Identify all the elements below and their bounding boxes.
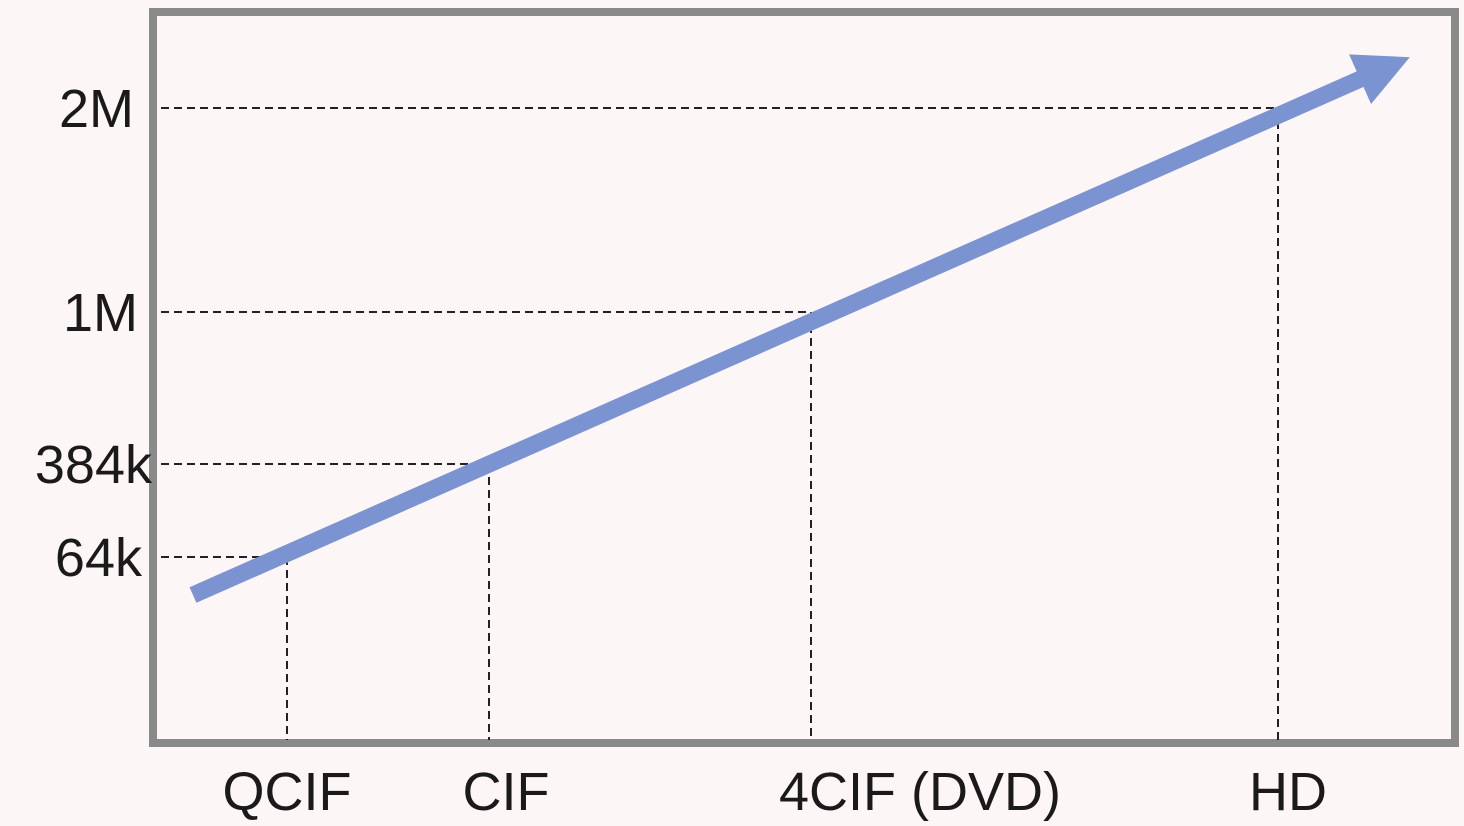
x-tick-label: 4CIF (DVD): [779, 762, 1061, 822]
y-axis-tick-labels: 64k 384k 1M 2M: [35, 79, 153, 588]
y-tick-label: 384k: [35, 435, 153, 495]
trend-arrow-line: [189, 54, 1410, 603]
x-tick-label: QCIF: [223, 762, 352, 822]
guide-lines: [161, 107, 1279, 740]
y-tick-label: 1M: [63, 283, 138, 343]
x-axis-tick-labels: QCIF CIF 4CIF (DVD) HD: [223, 762, 1328, 822]
x-tick-label: HD: [1249, 762, 1327, 822]
y-tick-label: 64k: [55, 528, 143, 588]
y-tick-label: 2M: [59, 79, 134, 139]
x-tick-label: CIF: [463, 762, 550, 822]
